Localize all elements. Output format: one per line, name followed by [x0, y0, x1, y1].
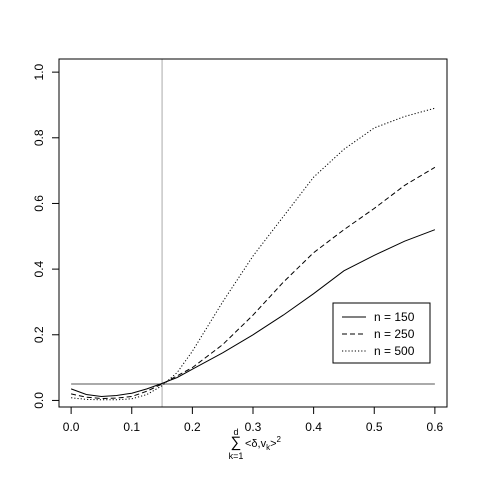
x-label-sum-symbol: ∑ — [231, 434, 242, 451]
legend-label-2: n = 250 — [374, 327, 415, 341]
x-tick-label: 0.2 — [184, 420, 201, 434]
legend-label-3: n = 500 — [374, 344, 415, 358]
x-tick-label: 0.6 — [427, 420, 444, 434]
x-label-exponent: 2 — [277, 435, 282, 444]
x-tick-label: 0.5 — [366, 420, 383, 434]
x-label-body-suffix: > — [270, 438, 276, 450]
x-tick-label: 0.3 — [245, 420, 262, 434]
axes: 0.0 0.1 0.2 0.3 0.4 0.5 0.6 0.0 0.2 0.4 0.6 0.8 1.0 — [32, 58, 448, 434]
y-tick-label: 0.6 — [32, 195, 46, 212]
x-tick-label: 0.0 — [63, 420, 80, 434]
x-label-body: <δ,vk>2 — [245, 435, 282, 452]
x-label-body-prefix: <δ,v — [245, 438, 267, 450]
x-label-subscript: k — [266, 443, 271, 452]
y-tick-label: 0.8 — [32, 129, 46, 146]
plot-area — [70, 59, 436, 407]
y-tick-label: 0.2 — [32, 326, 46, 343]
y-tick-label: 0.4 — [32, 260, 46, 277]
series-line-1 — [70, 229, 436, 398]
x-axis-label: ∑ d k=1 <δ,vk>2 — [229, 427, 282, 461]
series-line-2 — [70, 166, 436, 400]
y-tick-label: 0.0 — [32, 392, 46, 409]
x-tick-label: 0.4 — [305, 420, 322, 434]
x-tick-label: 0.1 — [123, 420, 140, 434]
legend-box — [332, 302, 431, 364]
x-label-lower-limit: k=1 — [229, 451, 244, 461]
legend-label-1: n = 150 — [374, 310, 415, 324]
x-label-upper-limit: d — [233, 427, 238, 437]
legend: n = 150 n = 250 n = 500 — [332, 302, 431, 364]
y-tick-label: 1.0 — [32, 63, 46, 80]
